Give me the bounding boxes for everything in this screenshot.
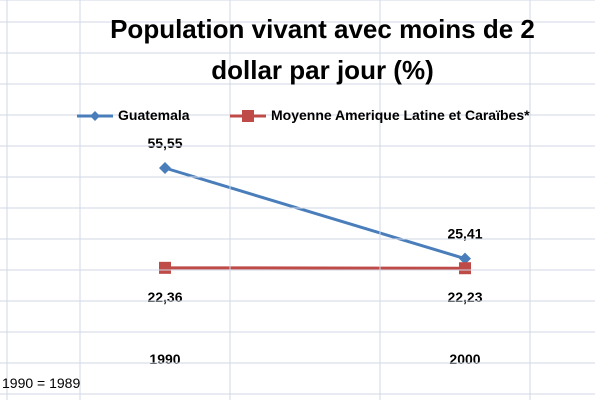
legend-label-moyenne: Moyenne Amerique Latine et Caraïbes*: [271, 107, 530, 123]
data-point-guatemala: [459, 252, 471, 265]
footnote: 1990 = 1989: [2, 375, 81, 391]
legend-marker-moyenne: [230, 110, 266, 122]
data-point-moyenne: [159, 261, 171, 274]
data-point-guatemala: [159, 162, 171, 174]
x-tick-label: 2000: [449, 351, 480, 367]
chart-title-line-2: dollar par jour (%): [211, 55, 434, 85]
chart-title-line-1: Population vivant avec moins de 2: [110, 14, 535, 44]
data-label: 22,23: [447, 289, 482, 305]
data-label: 55,55: [147, 135, 182, 151]
data-label: 25,41: [447, 226, 482, 242]
legend-marker-guatemala: [77, 111, 113, 121]
legend-label-guatemala: Guatemala: [118, 107, 190, 123]
series-line-guatemala: [164, 166, 466, 261]
x-tick-label: 1990: [149, 351, 180, 367]
data-label: 22,36: [147, 289, 182, 305]
data-point-moyenne: [459, 262, 471, 275]
